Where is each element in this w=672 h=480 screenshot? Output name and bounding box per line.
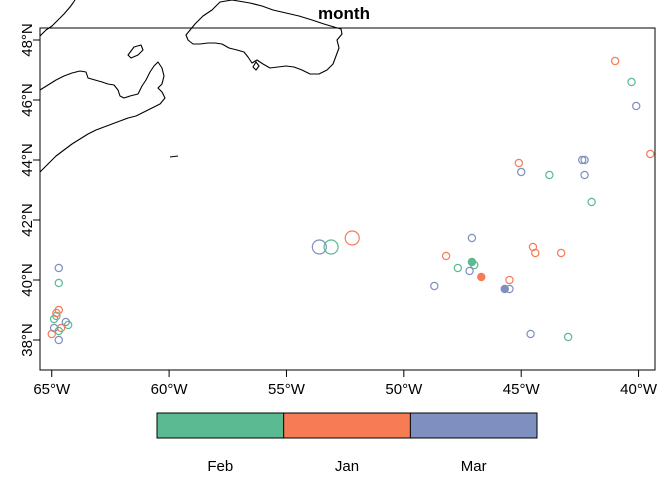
coastline-islet: [252, 61, 260, 71]
point-feb: [587, 197, 596, 207]
point-feb: [323, 239, 339, 255]
coastline-north: [39, 0, 76, 37]
y-tick-label: 46°N: [19, 83, 36, 117]
point-mar: [430, 281, 439, 291]
x-tick-label: 50°W: [385, 381, 423, 398]
plot-axes: 65°W 60°W 55°W 50°W 45°W 40°W 38°N 40°N 42°N 44°N…: [19, 23, 658, 398]
legend-frame: [156, 412, 538, 439]
point-mar: [311, 239, 327, 255]
plot-frame: [39, 27, 656, 371]
y-tick-label: 38°N: [19, 323, 36, 357]
legend-label-feb: Feb: [207, 458, 233, 475]
chart-title: month: [318, 4, 370, 23]
legend: Feb Jan Mar: [156, 412, 538, 475]
data-points: [47, 56, 655, 345]
point-feb: [54, 278, 63, 288]
point-mar: [578, 155, 587, 165]
point-mar: [632, 101, 641, 111]
point-mar: [580, 170, 589, 180]
point-mar: [467, 233, 477, 243]
legend-swatch-feb: [157, 413, 284, 438]
y-tick-label: 42°N: [19, 203, 36, 237]
point-mar: [49, 323, 59, 333]
point-mar: [54, 263, 63, 273]
coastline-anticosti: [127, 44, 144, 59]
coastline-sable: [169, 155, 179, 158]
y-tick-label: 44°N: [19, 143, 36, 177]
point-jan: [646, 149, 655, 159]
point-feb: [545, 170, 554, 180]
x-tick-label: 45°W: [503, 381, 541, 398]
point-jan: [528, 242, 538, 252]
point-jan: [610, 56, 620, 66]
point-mar: [517, 167, 526, 177]
point-feb: [467, 257, 477, 267]
y-tick-label: 48°N: [19, 23, 36, 57]
point-jan: [441, 251, 451, 261]
point-mar: [61, 317, 71, 327]
point-jan: [505, 275, 514, 285]
point-feb: [453, 263, 463, 273]
point-jan: [52, 308, 61, 318]
legend-swatch-mar: [410, 413, 537, 438]
point-mar: [580, 155, 589, 165]
legend-swatch-jan: [283, 413, 411, 438]
point-feb: [627, 77, 636, 87]
coastline-newfoundland: [185, 0, 343, 75]
point-mar: [526, 329, 535, 339]
point-jan: [556, 248, 566, 258]
coastline-nova-scotia: [39, 61, 166, 173]
point-mar: [500, 284, 509, 294]
x-tick-label: 40°W: [620, 381, 658, 398]
point-feb: [563, 332, 573, 342]
legend-label-mar: Mar: [461, 458, 487, 475]
y-tick-label: 40°N: [19, 263, 36, 297]
coastline: [39, 0, 343, 173]
x-tick-label: 65°W: [33, 381, 71, 398]
point-mar: [465, 266, 474, 276]
point-jan: [477, 272, 486, 282]
point-jan: [514, 158, 524, 168]
x-tick-label: 55°W: [268, 381, 306, 398]
legend-label-jan: Jan: [335, 458, 359, 475]
point-jan: [344, 230, 360, 246]
point-mar: [54, 335, 63, 345]
x-tick-label: 60°W: [151, 381, 189, 398]
